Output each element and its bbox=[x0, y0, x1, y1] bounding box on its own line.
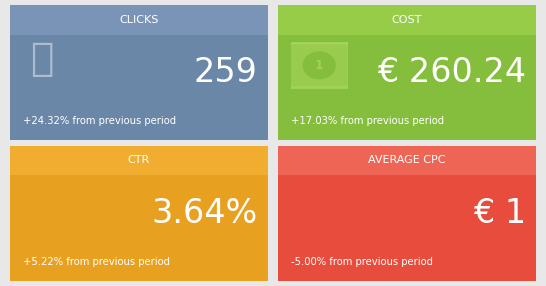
FancyBboxPatch shape bbox=[289, 43, 349, 88]
Circle shape bbox=[304, 52, 335, 79]
Text: CTR: CTR bbox=[128, 156, 150, 166]
Text: 👎: 👎 bbox=[31, 40, 54, 78]
Text: € 260.24: € 260.24 bbox=[377, 56, 526, 89]
Text: +24.32% from previous period: +24.32% from previous period bbox=[23, 116, 176, 126]
Text: -5.00% from previous period: -5.00% from previous period bbox=[291, 257, 433, 267]
Text: 1: 1 bbox=[315, 59, 324, 72]
Text: COST: COST bbox=[392, 15, 422, 25]
Text: +17.03% from previous period: +17.03% from previous period bbox=[291, 116, 444, 126]
Text: 259: 259 bbox=[194, 56, 258, 89]
Text: +5.22% from previous period: +5.22% from previous period bbox=[23, 257, 170, 267]
Text: AVERAGE CPC: AVERAGE CPC bbox=[369, 156, 446, 166]
Text: € 1: € 1 bbox=[473, 197, 526, 230]
Text: 3.64%: 3.64% bbox=[151, 197, 258, 230]
Text: CLICKS: CLICKS bbox=[119, 15, 159, 25]
